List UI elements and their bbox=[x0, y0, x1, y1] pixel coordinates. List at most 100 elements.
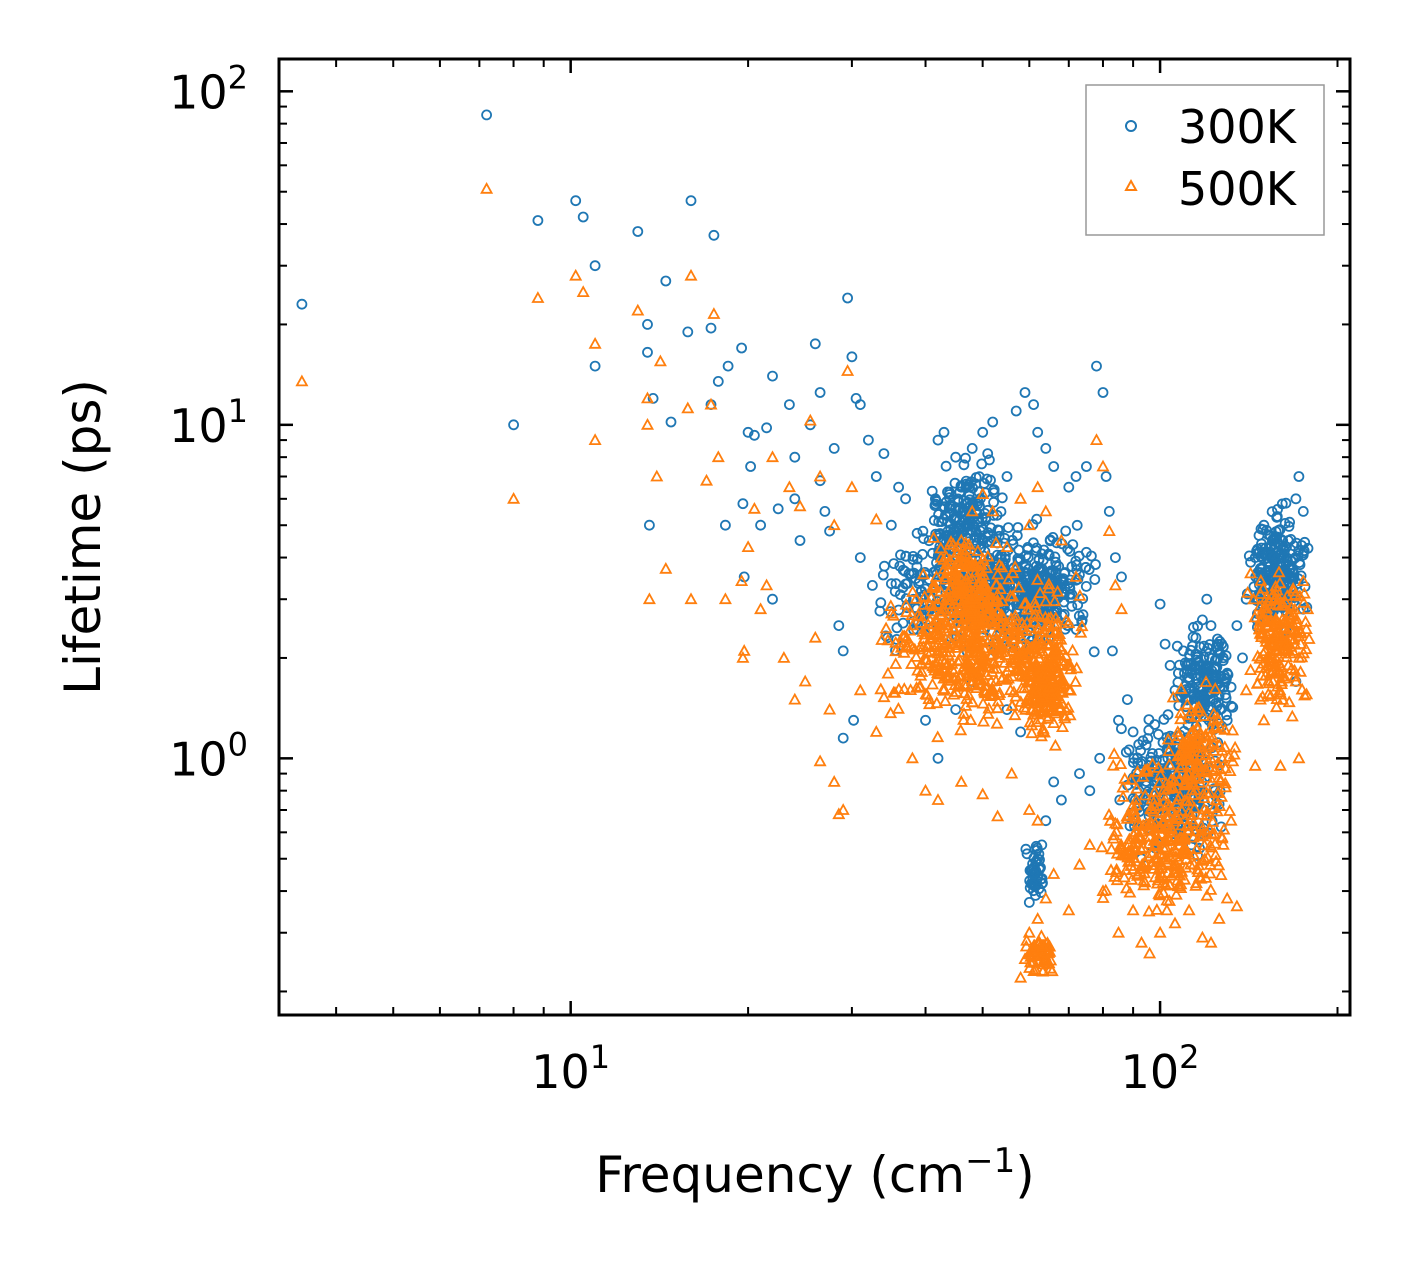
point-500K bbox=[1031, 480, 1045, 493]
point-500K bbox=[905, 751, 919, 764]
point-300K bbox=[875, 597, 887, 609]
point-500K bbox=[1033, 609, 1047, 622]
point-500K bbox=[1272, 565, 1286, 578]
point-500K bbox=[777, 651, 791, 663]
point-500K bbox=[960, 595, 975, 608]
point-300K bbox=[508, 419, 519, 431]
point-500K bbox=[1208, 848, 1223, 860]
point-500K bbox=[1247, 592, 1261, 605]
point-300K bbox=[1227, 701, 1239, 713]
point-300K bbox=[1048, 461, 1060, 472]
point-300K bbox=[958, 459, 970, 471]
point-300K bbox=[1019, 387, 1031, 398]
point-500K bbox=[1273, 576, 1287, 589]
point-300K bbox=[1221, 667, 1233, 679]
point-500K bbox=[1296, 574, 1310, 586]
point-300K bbox=[1100, 471, 1112, 482]
point-500K bbox=[990, 639, 1004, 652]
point-500K bbox=[927, 661, 941, 673]
point-500K bbox=[1282, 609, 1296, 621]
y-tick-label: 102 bbox=[169, 58, 248, 119]
x-tick-label: 101 bbox=[531, 1038, 610, 1099]
point-300K bbox=[1040, 442, 1052, 454]
point-500K bbox=[983, 602, 998, 615]
point-500K bbox=[995, 614, 1009, 627]
point-500K bbox=[1166, 690, 1180, 703]
point-500K bbox=[961, 569, 975, 582]
point-300K bbox=[885, 519, 897, 531]
point-500K bbox=[1171, 792, 1185, 805]
point-500K bbox=[1138, 788, 1152, 801]
point-300K bbox=[1036, 873, 1048, 884]
point-500K bbox=[659, 561, 673, 574]
point-500K bbox=[906, 618, 920, 631]
point-500K bbox=[1207, 801, 1221, 813]
point-500K bbox=[1140, 762, 1154, 775]
point-500K bbox=[1212, 771, 1226, 783]
point-500K bbox=[1036, 964, 1050, 977]
tick-labels: 101 102 100 101 102 bbox=[169, 58, 1199, 1099]
point-300K bbox=[977, 535, 989, 547]
point-500K bbox=[989, 536, 1003, 548]
point-300K bbox=[1231, 620, 1243, 631]
point-500K bbox=[1102, 524, 1116, 536]
point-500K bbox=[707, 307, 721, 319]
legend-marker-500k bbox=[1124, 178, 1138, 191]
point-500K bbox=[918, 783, 933, 796]
point-300K bbox=[761, 422, 772, 434]
point-300K bbox=[1154, 598, 1166, 610]
point-500K bbox=[1002, 572, 1016, 585]
point-300K bbox=[755, 519, 766, 531]
point-300K bbox=[749, 429, 760, 441]
point-300K bbox=[1037, 554, 1049, 566]
point-300K bbox=[1217, 652, 1229, 664]
point-500K bbox=[1033, 681, 1047, 694]
point-500K bbox=[736, 651, 750, 663]
point-500K bbox=[1159, 810, 1173, 823]
point-300K bbox=[900, 493, 911, 505]
point-500K bbox=[1107, 747, 1121, 759]
x-tick-label: 102 bbox=[1121, 1038, 1200, 1099]
point-300K bbox=[1214, 704, 1226, 715]
point-300K bbox=[1041, 594, 1052, 605]
point-500K bbox=[1120, 809, 1134, 822]
point-500K bbox=[1142, 837, 1156, 849]
point-500K bbox=[943, 537, 957, 550]
point-500K bbox=[1190, 701, 1204, 714]
point-500K bbox=[1126, 862, 1140, 875]
point-500K bbox=[1179, 843, 1193, 855]
point-500K bbox=[1117, 870, 1131, 883]
point-500K bbox=[1042, 680, 1056, 693]
point-300K bbox=[1293, 471, 1305, 482]
point-300K bbox=[1302, 542, 1314, 554]
point-500K bbox=[1162, 894, 1177, 906]
point-500K bbox=[735, 574, 749, 586]
point-300K bbox=[931, 496, 942, 507]
point-500K bbox=[1134, 935, 1149, 948]
point-500K bbox=[1004, 611, 1018, 624]
point-500K bbox=[1295, 682, 1309, 695]
point-500K bbox=[976, 653, 990, 665]
point-500K bbox=[935, 602, 949, 615]
point-500K bbox=[760, 578, 774, 591]
point-500K bbox=[1289, 674, 1303, 687]
point-300K bbox=[976, 458, 988, 470]
point-300K bbox=[900, 593, 912, 604]
point-500K bbox=[963, 604, 978, 617]
point-300K bbox=[1143, 724, 1155, 736]
point-500K bbox=[1282, 695, 1296, 708]
point-500K bbox=[1159, 805, 1173, 817]
point-500K bbox=[1044, 699, 1058, 712]
point-500K bbox=[1014, 970, 1028, 983]
point-500K bbox=[1199, 765, 1214, 778]
point-500K bbox=[923, 597, 937, 610]
point-500K bbox=[1048, 594, 1062, 607]
point-500K bbox=[1043, 939, 1057, 952]
point-500K bbox=[965, 584, 979, 596]
point-300K bbox=[789, 493, 801, 505]
point-300K bbox=[642, 318, 653, 330]
point-300K bbox=[878, 448, 890, 460]
point-300K bbox=[1255, 542, 1267, 554]
point-500K bbox=[1184, 775, 1198, 788]
